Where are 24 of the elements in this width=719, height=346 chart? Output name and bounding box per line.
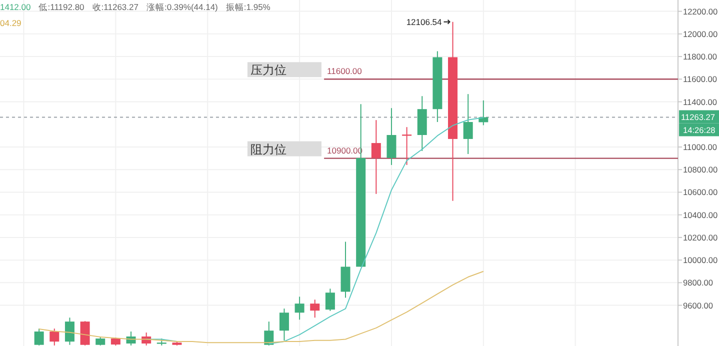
y-tick-label: 11600.00 xyxy=(683,74,718,84)
y-tick-label: 10800.00 xyxy=(683,164,718,175)
y-tick-label: 10400.00 xyxy=(683,210,718,220)
y-tick-label: 9800.00 xyxy=(683,278,714,288)
y-tick-label: 11400.00 xyxy=(683,96,718,107)
annotation: 12106.54 xyxy=(406,16,442,27)
text: 收:11263.27 xyxy=(92,2,138,12)
y-tick-label: 10200.00 xyxy=(683,232,718,242)
ref-line-label: 11263.27 xyxy=(681,112,716,122)
y-tick-label: 10000.00 xyxy=(683,255,718,266)
text: 振幅:1.95% xyxy=(226,2,270,12)
y-tick-label: 9600.00 xyxy=(683,300,714,310)
y-tick-label: 10600.00 xyxy=(683,187,718,198)
text: 04.29 xyxy=(0,18,22,28)
annotation: 阻力位 xyxy=(250,142,286,156)
y-tick-label: 11000.00 xyxy=(683,142,718,152)
text: 1412.00 xyxy=(0,2,31,12)
y-tick-label: 12000.00 xyxy=(683,28,718,39)
text: 涨幅:0.39%(44.14) xyxy=(146,2,218,12)
ref-line-label: 11600.00 xyxy=(327,66,362,76)
text: 低:11192.80 xyxy=(38,2,84,12)
y-tick-label: 12200.00 xyxy=(683,6,718,16)
y-tick-label: 11800.00 xyxy=(683,52,718,62)
annotation: 压力位 xyxy=(250,63,286,78)
